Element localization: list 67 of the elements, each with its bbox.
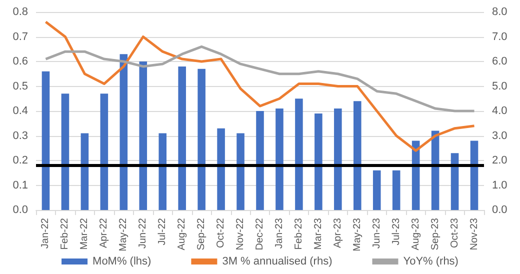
bar xyxy=(139,62,148,210)
bar xyxy=(80,133,89,210)
x-tick-label: Apr-23 xyxy=(332,218,344,248)
y-tick-label: 0.2 xyxy=(12,154,28,166)
x-tick-label: Sep-22 xyxy=(196,218,208,250)
x-tick-label: Jul-22 xyxy=(157,218,168,246)
y-tick-label: 0.8 xyxy=(12,6,28,18)
y2-tick-label: 4.0 xyxy=(492,105,508,117)
x-tick-label: Jul-23 xyxy=(390,218,402,246)
y-tick-label: 0.1 xyxy=(12,179,28,192)
x-tick-label: Jun-22 xyxy=(138,218,149,249)
y2-tick-label: 5.0 xyxy=(492,80,508,92)
y2-tick-label: 1.0 xyxy=(492,179,508,192)
legend-label: MoM% (lhs) xyxy=(92,256,152,268)
x-tick-label: Aug-23 xyxy=(410,218,422,250)
y-tick-label: 0.5 xyxy=(12,80,28,92)
bar xyxy=(295,98,303,210)
bar xyxy=(392,170,400,210)
x-tick-label: Mar-22 xyxy=(79,218,90,250)
y2-tick-label: 3.0 xyxy=(492,130,508,142)
x-tick-label: Oct-22 xyxy=(216,218,227,248)
y2-tick-label: 0.0 xyxy=(492,204,508,216)
bar xyxy=(236,133,244,210)
x-tick-label: Aug-22 xyxy=(176,218,188,250)
x-tick-label: Sep-23 xyxy=(430,218,441,250)
x-tick-label: May-22 xyxy=(118,218,130,252)
bar xyxy=(314,113,322,210)
bar xyxy=(450,153,459,210)
y-tick-label: 0.4 xyxy=(12,105,28,117)
y-tick-label: 0.6 xyxy=(12,56,28,68)
bar xyxy=(42,71,50,210)
legend-label: YoY% (rhs) xyxy=(403,256,458,268)
bar xyxy=(276,108,284,210)
bar xyxy=(158,133,167,210)
x-tick-label: Mar-23 xyxy=(312,218,324,250)
x-tick-label: Dec-22 xyxy=(254,218,266,250)
bar xyxy=(334,108,342,210)
x-tick-label: Oct-23 xyxy=(449,218,460,248)
bar xyxy=(178,66,186,210)
x-tick-label: Jan-23 xyxy=(274,218,285,249)
bar xyxy=(100,94,108,210)
y-tick-label: 0.3 xyxy=(12,130,28,142)
bar xyxy=(61,94,70,210)
x-tick-label: Apr-22 xyxy=(98,218,110,248)
x-tick-label: Nov-22 xyxy=(235,218,246,250)
legend-label: 3M % annualised (rhs) xyxy=(222,256,332,268)
x-tick-label: Nov-23 xyxy=(468,218,480,250)
x-tick-label: Jun-23 xyxy=(371,218,382,249)
bar xyxy=(198,68,206,210)
x-tick-label: Feb-23 xyxy=(293,218,304,250)
y2-tick-label: 7.0 xyxy=(492,30,508,43)
y2-tick-label: 6.0 xyxy=(492,56,508,68)
x-tick-label: Feb-22 xyxy=(60,218,71,250)
x-tick-label: May-23 xyxy=(352,218,363,252)
bar xyxy=(353,101,362,210)
y2-tick-label: 8.0 xyxy=(492,6,508,18)
line-series xyxy=(44,20,476,152)
y-tick-label: 0.0 xyxy=(12,204,28,216)
y2-tick-label: 2.0 xyxy=(492,154,508,166)
line-series xyxy=(44,45,476,112)
x-tick-label: Jan-22 xyxy=(40,218,52,249)
bar xyxy=(470,140,478,210)
bar xyxy=(120,54,128,210)
bar xyxy=(256,111,264,210)
bar xyxy=(217,128,225,210)
y-tick-label: 0.7 xyxy=(12,30,28,43)
bar xyxy=(372,170,381,210)
